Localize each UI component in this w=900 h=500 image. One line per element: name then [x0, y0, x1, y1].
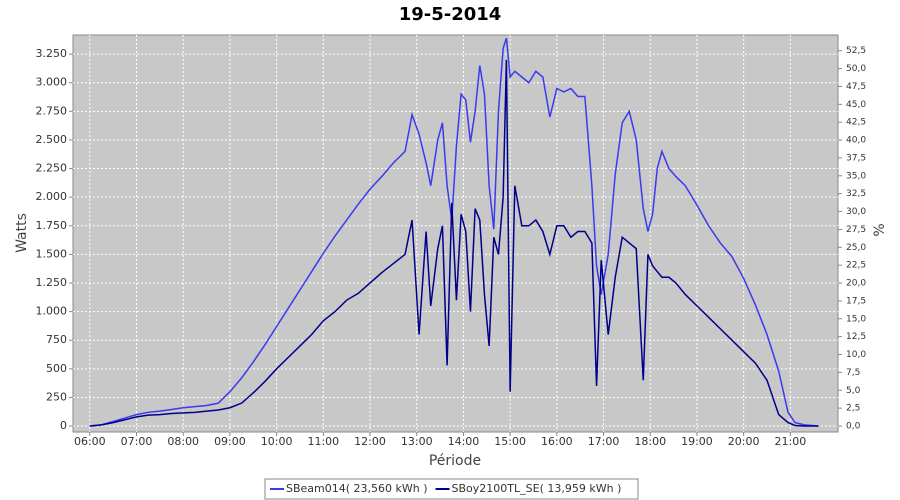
x-tick-label: 12:00 [354, 435, 386, 448]
y2-tick-label: 17,5 [846, 296, 866, 306]
y2-tick-label: 35,0 [846, 171, 866, 181]
y2-tick-label: 10,0 [846, 350, 866, 360]
series-line [89, 59, 819, 427]
y-tick-label: 1.500 [36, 247, 68, 260]
legend [264, 478, 639, 500]
x-tick-label: 14:00 [448, 435, 480, 448]
y2-tick-label: 0,0 [846, 421, 861, 431]
y2-tick-label: 32,5 [846, 189, 866, 199]
x-tick-label: 21:00 [775, 435, 807, 448]
y2-tick-label: 42,5 [846, 118, 866, 128]
y2-tick-label: 2,5 [846, 404, 860, 414]
y2-tick-label: 15,0 [846, 314, 866, 324]
y-tick-label: 500 [46, 362, 67, 375]
x-tick-label: 06:00 [74, 435, 106, 448]
x-tick-label: 13:00 [401, 435, 433, 448]
y-tick-label: 3.250 [36, 47, 68, 60]
legend-label: SBeam014( 23,560 kWh ) [286, 482, 428, 495]
y-tick-label: 250 [46, 390, 67, 403]
x-tick-label: 16:00 [541, 435, 573, 448]
y2-tick-label: 25,0 [846, 243, 866, 253]
y-tick-label: 2.500 [36, 133, 68, 146]
y-tick-label: 1.000 [36, 305, 68, 318]
y2-tick-label: 12,5 [846, 332, 866, 342]
y-axis-label: Watts [14, 213, 30, 253]
legend-label: SBoy2100TL_SE( 13,959 kWh ) [452, 482, 622, 495]
y2-tick-label: 37,5 [846, 153, 866, 163]
y2-tick-label: 22,5 [846, 261, 866, 271]
x-tick-label: 19:00 [681, 435, 713, 448]
x-tick-label: 15:00 [494, 435, 526, 448]
y-tick-label: 750 [46, 333, 67, 346]
y-tick-label: 3.000 [36, 76, 68, 89]
x-tick-label: 07:00 [121, 435, 153, 448]
y2-tick-label: 27,5 [846, 225, 866, 235]
x-tick-label: 17:00 [588, 435, 620, 448]
y-tick-label: 2.000 [36, 190, 68, 203]
y2-tick-label: 45,0 [846, 100, 866, 110]
y2-tick-label: 40,0 [846, 136, 866, 146]
y-tick-label: 2.250 [36, 162, 68, 175]
y-tick-label: 1.750 [36, 219, 68, 232]
x-axis-label: Période [429, 453, 481, 469]
y2-tick-label: 50,0 [846, 64, 866, 74]
x-tick-label: 11:00 [307, 435, 339, 448]
chart-title: 19-5-2014 [399, 4, 502, 25]
y2-axis-label: % [872, 223, 888, 236]
y-tick-label: 1.250 [36, 276, 68, 289]
y2-tick-label: 7,5 [846, 368, 860, 378]
plot-area [72, 34, 839, 433]
x-tick-label: 08:00 [167, 435, 199, 448]
y2-tick-label: 30,0 [846, 207, 866, 217]
y-tick-label: 2.750 [36, 104, 68, 117]
x-tick-label: 10:00 [261, 435, 293, 448]
y2-tick-label: 20,0 [846, 279, 866, 289]
x-tick-label: 20:00 [728, 435, 760, 448]
y2-tick-label: 47,5 [846, 82, 866, 92]
x-tick-label: 09:00 [214, 435, 246, 448]
y2-tick-label: 52,5 [846, 46, 866, 56]
y-tick-label: 0 [60, 419, 67, 432]
series-line [89, 37, 819, 427]
y2-tick-label: 5,0 [846, 386, 861, 396]
x-tick-label: 18:00 [634, 435, 666, 448]
